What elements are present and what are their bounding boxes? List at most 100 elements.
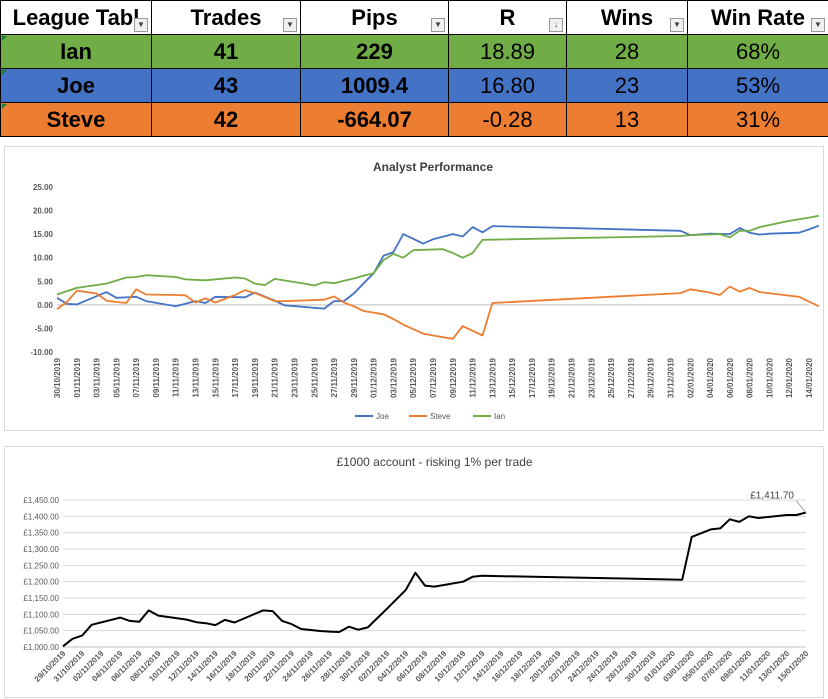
x-tick-label: 01/11/2019 bbox=[73, 357, 82, 397]
x-tick-label: 30/10/2019 bbox=[53, 357, 62, 398]
header-label: Win Rate bbox=[711, 4, 805, 30]
x-tick-label: 13/12/2019 bbox=[488, 357, 497, 398]
annotation-leader-line bbox=[795, 500, 807, 513]
legend-label: Ian bbox=[494, 412, 505, 421]
analyst-performance-svg: Analyst Performance -10.00 -5.00 0.00 5.00 10… bbox=[30, 160, 820, 421]
cell-name[interactable]: Steve bbox=[0, 102, 152, 137]
series-line-ian bbox=[56, 214, 820, 296]
cell-win-rate[interactable]: 53% bbox=[687, 68, 828, 103]
y-tick-label: £1,300.00 bbox=[23, 545, 59, 554]
y-tick-label: -10.00 bbox=[30, 348, 53, 357]
comment-indicator-icon bbox=[2, 70, 7, 75]
filter-dropdown-icon[interactable]: ▼ bbox=[670, 18, 684, 32]
x-tick-label: 14/01/2020 bbox=[805, 357, 814, 398]
x-tick-label: 31/12/2019 bbox=[666, 357, 675, 398]
cell-trades[interactable]: 43 bbox=[151, 68, 301, 103]
x-tick-label: 08/01/2020 bbox=[746, 357, 755, 398]
y-tick-label: £1,400.00 bbox=[23, 512, 59, 521]
y-tick-label: £1,100.00 bbox=[23, 610, 59, 619]
header-trades: Trades ▼ bbox=[151, 0, 301, 35]
league-table: League Tabl ▼ Trades ▼ Pips ▼ R ↓ Wins ▼ Win … bbox=[0, 0, 828, 137]
x-tick-label: 15/11/2019 bbox=[211, 357, 220, 397]
x-tick-label: 10/01/2020 bbox=[765, 357, 774, 398]
cell-pips[interactable]: 229 bbox=[300, 34, 449, 69]
x-tick-label: 19/12/2019 bbox=[548, 357, 557, 398]
x-tick-label: 15/12/2019 bbox=[508, 357, 517, 398]
cell-r[interactable]: 16.80 bbox=[448, 68, 567, 103]
cell-pips[interactable]: 1009.4 bbox=[300, 68, 449, 103]
x-tick-label: 29/12/2019 bbox=[647, 357, 656, 398]
x-tick-label: 27/12/2019 bbox=[627, 357, 636, 398]
x-tick-label: 01/12/2019 bbox=[370, 357, 379, 398]
x-tick-label: 03/12/2019 bbox=[389, 357, 398, 398]
x-tick-label: 25/11/2019 bbox=[310, 357, 319, 397]
chart-title: Analyst Performance bbox=[373, 160, 493, 174]
y-tick-label: £1,350.00 bbox=[23, 529, 59, 538]
y-tick-label: 10.00 bbox=[33, 254, 54, 263]
header-win-rate: Win Rate ▼ bbox=[687, 0, 828, 35]
x-tick-label: 03/11/2019 bbox=[93, 357, 102, 397]
comment-indicator-icon bbox=[2, 104, 7, 109]
legend-label: Joe bbox=[376, 412, 389, 421]
header-label: League Tabl bbox=[12, 4, 140, 30]
cell-win-rate[interactable]: 31% bbox=[687, 102, 828, 137]
cell-win-rate[interactable]: 68% bbox=[687, 34, 828, 69]
x-tick-label: 17/12/2019 bbox=[528, 357, 537, 398]
header-wins: Wins ▼ bbox=[566, 0, 688, 35]
filter-dropdown-icon[interactable]: ▼ bbox=[431, 18, 445, 32]
sort-filter-icon[interactable]: ↓ bbox=[549, 18, 563, 32]
table-row: Joe 43 1009.4 16.80 23 53% bbox=[0, 68, 828, 103]
chart-title: £1000 account - risking 1% per trade bbox=[336, 455, 532, 469]
x-tick-label: 07/11/2019 bbox=[132, 357, 141, 397]
x-tick-label: 09/12/2019 bbox=[449, 357, 458, 398]
account-balance-chart[interactable]: £1000 account - risking 1% per trade £1,0… bbox=[4, 446, 824, 698]
cell-pips[interactable]: -664.07 bbox=[300, 102, 449, 137]
filter-dropdown-icon[interactable]: ▼ bbox=[134, 18, 148, 32]
table-row: Steve 42 -664.07 -0.28 13 31% bbox=[0, 102, 828, 137]
legend-label: Steve bbox=[430, 412, 451, 421]
y-tick-label: 15.00 bbox=[33, 230, 54, 239]
cell-r[interactable]: 18.89 bbox=[448, 34, 567, 69]
x-tick-label: 05/11/2019 bbox=[112, 357, 121, 397]
table-row: Ian 41 229 18.89 28 68% bbox=[0, 34, 828, 69]
x-tick-label: 04/01/2020 bbox=[706, 357, 715, 398]
y-tick-label: £1,450.00 bbox=[23, 496, 59, 505]
header-label: Pips bbox=[351, 4, 398, 30]
x-tick-label: 05/12/2019 bbox=[409, 357, 418, 398]
cell-trades[interactable]: 41 bbox=[151, 34, 301, 69]
filter-dropdown-icon[interactable]: ▼ bbox=[811, 18, 825, 32]
x-tick-label: 23/12/2019 bbox=[587, 357, 596, 398]
header-pips: Pips ▼ bbox=[300, 0, 449, 35]
cell-name[interactable]: Joe bbox=[0, 68, 152, 103]
header-r: R ↓ bbox=[448, 0, 567, 35]
cell-wins[interactable]: 23 bbox=[566, 68, 688, 103]
cell-trades[interactable]: 42 bbox=[151, 102, 301, 137]
x-tick-label: 21/12/2019 bbox=[568, 357, 577, 398]
x-tick-label: 11/12/2019 bbox=[469, 357, 478, 397]
x-tick-label: 09/11/2019 bbox=[152, 357, 161, 397]
x-tick-label: 06/01/2020 bbox=[726, 357, 735, 398]
cell-wins[interactable]: 13 bbox=[566, 102, 688, 137]
x-tick-label: 07/12/2019 bbox=[429, 357, 438, 398]
league-table-header-row: League Tabl ▼ Trades ▼ Pips ▼ R ↓ Wins ▼ Win … bbox=[0, 0, 828, 35]
series-line-steve bbox=[56, 285, 820, 340]
x-tick-label: 11/11/2019 bbox=[172, 357, 181, 397]
annotation-label: £1,411.70 bbox=[750, 491, 794, 502]
series-line-joe bbox=[56, 224, 820, 310]
y-tick-label: £1,200.00 bbox=[23, 578, 59, 587]
x-tick-label: 25/12/2019 bbox=[607, 357, 616, 398]
header-label: R bbox=[499, 4, 516, 30]
x-tick-label: 12/01/2020 bbox=[785, 357, 794, 398]
x-tick-label: 13/11/2019 bbox=[192, 357, 201, 397]
x-tick-label: 21/11/2019 bbox=[271, 357, 280, 397]
header-label: Trades bbox=[190, 4, 262, 30]
y-tick-label: -5.00 bbox=[35, 324, 54, 333]
x-tick-label: 27/11/2019 bbox=[330, 357, 339, 397]
analyst-performance-chart[interactable]: Analyst Performance -10.00 -5.00 0.00 5.00 10… bbox=[4, 146, 824, 431]
cell-name[interactable]: Ian bbox=[0, 34, 152, 69]
header-label: Wins bbox=[600, 4, 654, 30]
filter-dropdown-icon[interactable]: ▼ bbox=[283, 18, 297, 32]
account-balance-svg: £1000 account - risking 1% per trade £1,0… bbox=[23, 455, 810, 684]
cell-r[interactable]: -0.28 bbox=[448, 102, 567, 137]
cell-wins[interactable]: 28 bbox=[566, 34, 688, 69]
